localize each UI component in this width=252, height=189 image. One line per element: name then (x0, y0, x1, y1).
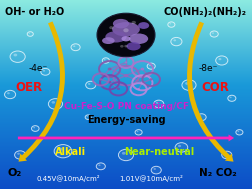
Circle shape (123, 28, 129, 32)
Circle shape (88, 83, 90, 85)
Circle shape (182, 80, 196, 90)
Circle shape (71, 44, 80, 51)
Circle shape (175, 143, 188, 152)
Circle shape (154, 100, 164, 108)
Circle shape (15, 151, 26, 159)
Circle shape (140, 67, 144, 70)
Ellipse shape (138, 22, 149, 29)
Ellipse shape (113, 19, 129, 28)
Circle shape (124, 45, 128, 47)
Text: 1.01V@10mA/cm²: 1.01V@10mA/cm² (119, 175, 183, 182)
Ellipse shape (105, 31, 127, 43)
Circle shape (151, 166, 161, 174)
Circle shape (41, 68, 50, 75)
Circle shape (85, 115, 91, 119)
Circle shape (171, 37, 182, 46)
Circle shape (124, 74, 128, 77)
Ellipse shape (102, 37, 115, 44)
Circle shape (218, 58, 222, 60)
Circle shape (96, 163, 105, 170)
Circle shape (118, 32, 121, 34)
Circle shape (108, 81, 111, 84)
Circle shape (117, 88, 120, 90)
Text: Near-neutral: Near-neutral (124, 147, 194, 157)
Text: 0.45V@10mA/cm²: 0.45V@10mA/cm² (36, 175, 100, 182)
Circle shape (58, 148, 62, 151)
Circle shape (120, 45, 124, 48)
Circle shape (116, 31, 125, 37)
Circle shape (178, 145, 181, 147)
Circle shape (104, 59, 106, 60)
Circle shape (210, 31, 218, 37)
FancyArrowPatch shape (18, 135, 234, 141)
Ellipse shape (129, 33, 148, 44)
Circle shape (150, 78, 153, 81)
Circle shape (109, 26, 113, 29)
Circle shape (197, 114, 206, 121)
Circle shape (32, 126, 39, 131)
Circle shape (98, 164, 101, 166)
Circle shape (237, 131, 239, 132)
Circle shape (17, 153, 20, 155)
Circle shape (216, 56, 228, 65)
Circle shape (236, 130, 243, 135)
Circle shape (5, 90, 16, 99)
Circle shape (141, 81, 144, 84)
Circle shape (97, 13, 155, 57)
Circle shape (28, 33, 30, 34)
Circle shape (33, 127, 35, 128)
Circle shape (52, 101, 55, 104)
Circle shape (48, 99, 62, 109)
Circle shape (230, 97, 232, 98)
Text: CO(NH₂)₂(NH₂)₂: CO(NH₂)₂(NH₂)₂ (164, 7, 247, 17)
FancyArrowPatch shape (187, 21, 234, 162)
Circle shape (149, 64, 151, 66)
Ellipse shape (112, 22, 140, 36)
Circle shape (118, 149, 134, 161)
Circle shape (153, 168, 156, 170)
Circle shape (86, 116, 88, 117)
Circle shape (168, 22, 175, 27)
Text: -8e⁻: -8e⁻ (199, 64, 218, 74)
Circle shape (228, 95, 236, 101)
Circle shape (27, 32, 33, 36)
Text: N₂ CO₂: N₂ CO₂ (199, 168, 237, 178)
Text: OH- or H₂O: OH- or H₂O (5, 7, 64, 17)
Ellipse shape (127, 42, 141, 50)
Circle shape (137, 88, 140, 90)
Text: -4e⁻: -4e⁻ (29, 64, 48, 74)
Text: Alkali: Alkali (55, 147, 86, 157)
Ellipse shape (121, 36, 131, 41)
Circle shape (137, 131, 138, 132)
Text: COR: COR (201, 81, 229, 94)
Circle shape (156, 102, 159, 104)
Circle shape (147, 63, 155, 69)
FancyArrowPatch shape (18, 21, 65, 162)
Circle shape (14, 54, 17, 56)
Circle shape (108, 67, 112, 70)
Circle shape (54, 145, 72, 158)
Circle shape (199, 115, 201, 117)
Circle shape (86, 81, 96, 89)
Circle shape (173, 39, 176, 41)
Circle shape (185, 82, 189, 85)
Text: O₂: O₂ (8, 168, 22, 178)
Circle shape (99, 78, 102, 81)
Circle shape (122, 152, 125, 155)
Circle shape (73, 45, 75, 47)
Circle shape (102, 58, 109, 63)
Circle shape (169, 23, 171, 24)
Circle shape (222, 151, 232, 159)
Circle shape (212, 32, 214, 34)
Text: OER: OER (15, 81, 42, 94)
Text: Cu-Fe-S-O PN coating/CF: Cu-Fe-S-O PN coating/CF (64, 102, 188, 111)
Circle shape (7, 92, 10, 94)
Circle shape (10, 51, 25, 62)
Circle shape (132, 21, 136, 24)
Text: Energy-saving: Energy-saving (87, 115, 165, 125)
Circle shape (135, 130, 142, 135)
Circle shape (125, 61, 127, 63)
Circle shape (43, 70, 45, 72)
Circle shape (224, 153, 227, 155)
